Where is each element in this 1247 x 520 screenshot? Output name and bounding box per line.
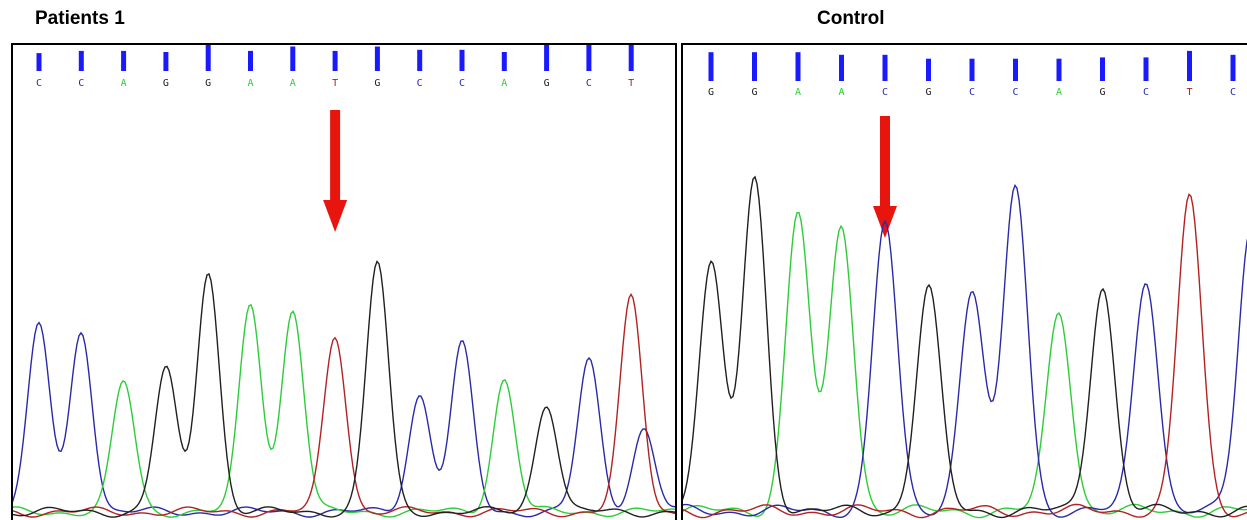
trace-g [683,175,1247,519]
quality-bar [969,58,975,81]
quality-bar [839,54,844,81]
base-call: A [838,87,844,98]
quality-bar [1013,58,1018,81]
base-call: A [795,87,801,98]
quality-bar [795,52,801,81]
base-call: A [1056,87,1062,98]
quality-bar [374,46,380,71]
quality-bar [882,54,888,81]
quality-bar [1230,54,1236,81]
quality-bar [501,52,507,71]
base-call: C [459,78,465,89]
base-call: C [78,78,84,89]
base-call: G [163,78,169,89]
quality-bar [332,50,338,71]
quality-bar [544,45,550,71]
base-call: T [628,78,634,89]
base-call: G [1099,87,1105,98]
mutation-arrow [323,110,348,232]
base-call: A [501,78,507,89]
quality-bar [290,46,296,71]
trace-c [13,321,675,518]
trace-t [683,193,1247,519]
quality-bar [1143,57,1149,81]
quality-bar [708,52,714,81]
base-call: C [1143,87,1149,98]
base-call: T [1186,87,1192,98]
quality-bar [752,52,757,81]
base-call: G [374,78,380,89]
quality-bar [163,52,169,71]
base-call: C [969,87,975,98]
quality-bar [121,50,127,71]
quality-bar [1056,58,1062,81]
quality-bar [1100,57,1105,81]
base-call: C [1012,87,1018,98]
trace-c [683,183,1247,518]
base-call: A [247,78,253,89]
panel-title-control: Control [817,8,885,29]
quality-bar [586,45,592,71]
mutation-arrow [873,116,897,238]
panel-title-patients: Patients 1 [35,8,125,29]
base-call: G [544,78,550,89]
base-call: C [1230,87,1236,98]
trace-a [683,211,1247,519]
base-call: G [925,87,931,98]
quality-bar [926,58,931,81]
quality-bar [248,50,253,71]
quality-bar [459,49,465,71]
quality-bar [78,50,84,71]
base-call: A [121,78,127,89]
quality-bar [628,45,634,71]
base-call: T [332,78,338,89]
base-call: G [205,78,211,89]
quality-bar [417,49,423,71]
quality-bar [36,53,42,71]
trace-g [13,260,675,518]
trace-a [13,303,675,518]
base-call: C [36,78,42,89]
base-call: G [708,87,714,98]
trace-t [13,292,675,518]
quality-bar [1187,50,1192,81]
base-call: C [586,78,592,89]
base-call: A [290,78,296,89]
base-call: G [751,87,757,98]
quality-bar [205,45,211,71]
base-call: C [417,78,423,89]
base-call: C [882,87,888,98]
